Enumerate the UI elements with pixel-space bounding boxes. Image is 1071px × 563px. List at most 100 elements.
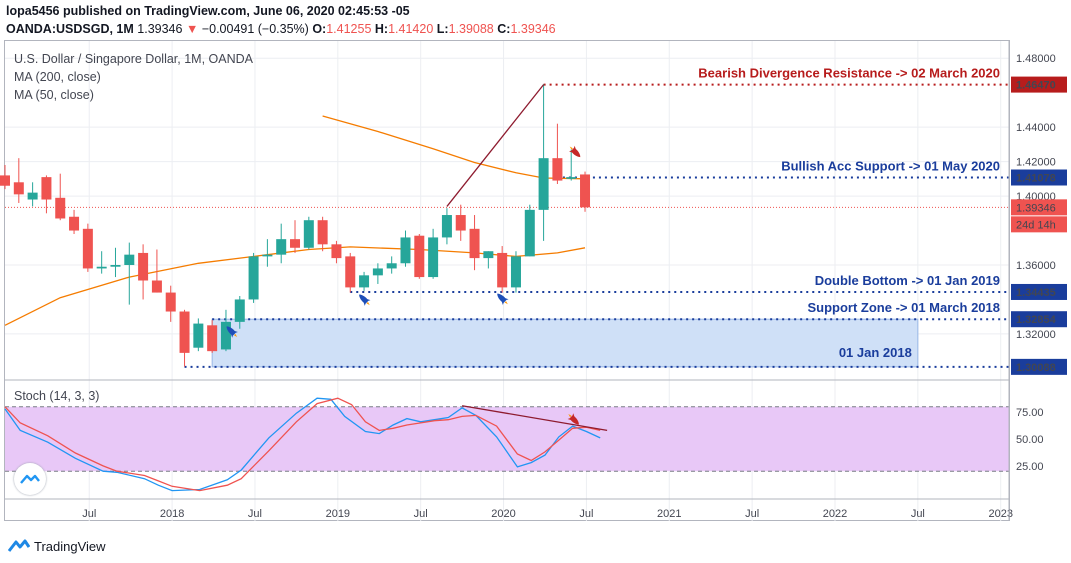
candle-body [248,256,259,300]
candle-body [538,158,549,210]
candle-body [262,254,273,257]
time-axis-tick-label: 2018 [160,508,184,520]
candle-body [359,275,370,288]
candle-body [303,220,314,248]
divergence-trendline [446,84,545,207]
stoch-k-line [4,397,601,492]
candle-body [165,292,176,312]
stoch-axis-tick-label: 25.00 [1016,461,1044,473]
rocket-flame [568,414,572,418]
candle-body [345,256,356,288]
candle-body [317,220,328,245]
countdown-tag [1011,216,1067,233]
price-axis-tick-label: 1.48000 [1016,53,1056,65]
current-price-tag-label: 1.39346 [1016,202,1056,214]
candle-body [82,228,93,269]
candle-body [124,254,135,265]
candle-body [110,265,121,267]
open-label: O: [312,22,327,36]
level-price-tag [1011,358,1067,375]
legend-stoch: Stoch (14, 3, 3) [14,389,100,403]
rocket-flame [233,333,238,337]
level-price-tag-label: 1.34435 [1016,287,1056,299]
rocket-fins [501,297,509,305]
candle-body [41,177,52,200]
candle-body [510,256,521,288]
ma-200-line [4,246,586,326]
support-zone-label: 01 Jan 2018 [839,345,912,360]
candle-body [96,266,107,269]
level-price-tag-label: 1.46470 [1016,80,1056,92]
time-axis-tick-label: 2020 [491,508,515,520]
change-arrow-icon: ▼ [185,22,199,36]
support-zone-box [211,318,919,368]
stoch-divergence-trendline [462,405,608,432]
rocket-body [569,415,579,425]
price-axis-tick-label: 1.32000 [1016,329,1056,341]
level-label: Double Bottom -> 01 Jan 2019 [815,273,1000,288]
legend-ma200: MA (200, close) [14,70,101,84]
stoch-axis-tick-label: 75.00 [1016,407,1044,419]
level-price-tag-label: 1.32854 [1016,314,1057,326]
level-price-tag-label: 1.41078 [1016,173,1056,185]
countdown-tag-label: 24d 14h [1016,219,1056,231]
candle-body [220,321,231,350]
time-axis-tick-label: Jul [82,508,96,520]
candle-body [552,158,563,181]
candles-layer [0,84,591,367]
bearish-rocket-icon [567,413,579,425]
level-lines-layer: Bearish Divergence Resistance -> 02 Marc… [5,66,1009,368]
price-change: −0.00491 (−0.35%) [201,22,309,36]
time-axis-tick-label: 2023 [988,508,1012,520]
low-label: L: [436,22,449,36]
rocket-fins [230,330,238,338]
high-value: 1.41420 [388,22,434,36]
price-axis-tick-label: 1.44000 [1016,122,1056,134]
open-value: 1.41255 [326,22,372,36]
time-axis-tick-label: 2019 [326,508,350,520]
stoch-axis-tick-label: 50.00 [1016,434,1044,446]
rocket-fins [363,298,371,306]
candle-body [27,192,38,200]
annotations-layer [226,84,581,338]
time-axis-tick-label: 2022 [823,508,847,520]
candle-body [566,177,577,179]
candle-body [13,182,24,195]
chart-title: U.S. Dollar / Singapore Dollar, 1M, OAND… [14,52,253,66]
level-label: Support Zone -> 01 March 2018 [807,300,1000,315]
candle-body [151,280,162,293]
rocket-body [359,294,369,304]
candle-body [455,215,466,231]
high-label: H: [374,22,389,36]
candle-body [386,263,397,269]
level-price-tag [1011,169,1067,186]
time-axis-tick-label: Jul [414,508,428,520]
rocket-fins [567,413,575,421]
footer-brand[interactable]: TradingView [34,538,106,554]
candle-body [276,239,287,255]
rocket-body [226,326,236,336]
candle-body [469,228,480,259]
rocket-body [497,293,507,303]
legend-ma50: MA (50, close) [14,88,94,102]
candle-body [234,299,245,322]
candle-body [55,197,66,219]
level-price-tag [1011,283,1067,300]
bullish-rocket-icon [359,294,371,306]
candle-body [524,209,535,257]
stochastic-layer [4,397,1009,492]
candle-body [138,252,149,281]
last-price: 1.39346 [137,22,183,36]
stoch-d-line [4,397,601,492]
symbol-label: OANDA:USDSGD, 1M [6,22,134,36]
support-zone-layer: 01 Jan 2018 [211,318,919,368]
level-label: Bearish Divergence Resistance -> 02 Marc… [698,66,1000,81]
bullish-rocket-icon [226,326,238,338]
candle-body [400,237,411,264]
level-price-tag [1011,311,1067,328]
bullish-rocket-icon [497,293,509,305]
rocket-flame [504,301,508,305]
publish-line: lopa5456 published on TradingView.com, J… [6,4,410,18]
axes-layer: Jul 2018 Jul 2019 Jul 2020 Jul 2021 Jul 2022 Jul 20… [5,41,1067,521]
